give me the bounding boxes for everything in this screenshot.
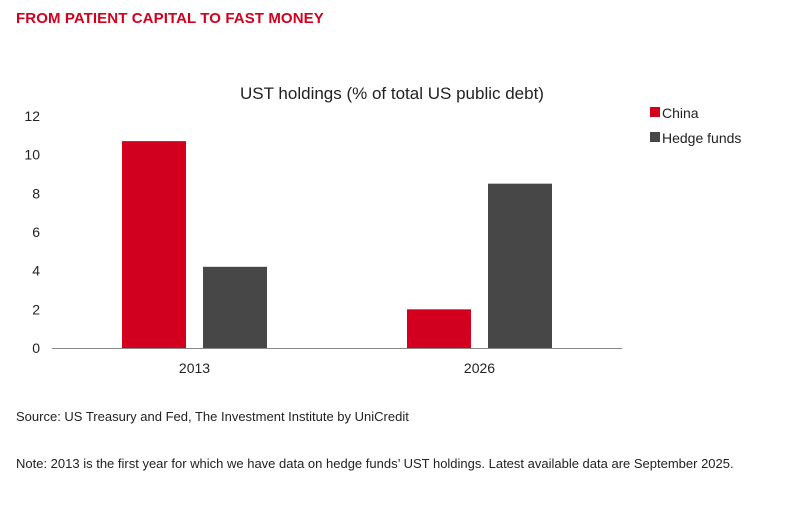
x-tick-label: 2013 [179, 360, 210, 376]
bar-chart: UST holdings (% of total US public debt)… [24, 84, 741, 376]
bar-china-2026 [407, 309, 471, 348]
x-tick-label: 2026 [464, 360, 495, 376]
y-tick-label: 10 [24, 147, 40, 163]
note-text: Note: 2013 is the first year for which w… [16, 456, 734, 471]
bar-china-2013 [122, 141, 186, 348]
bar-hedge-funds-2013 [203, 266, 267, 348]
y-tick-label: 8 [32, 185, 40, 201]
y-tick-label: 4 [32, 263, 40, 279]
bar-hedge-funds-2026 [488, 183, 552, 348]
chart-title: UST holdings (% of total US public debt) [240, 84, 544, 103]
y-tick-label: 0 [32, 340, 40, 356]
legend-label: Hedge funds [662, 130, 741, 146]
y-tick-label: 12 [24, 108, 40, 124]
source-text: Source: US Treasury and Fed, The Investm… [16, 409, 409, 424]
page-title: FROM PATIENT CAPITAL TO FAST MONEY [16, 10, 324, 27]
y-tick-label: 2 [32, 301, 40, 317]
legend-swatch [650, 132, 660, 142]
legend-label: China [662, 105, 699, 121]
legend-swatch [650, 107, 660, 117]
y-tick-label: 6 [32, 224, 40, 240]
